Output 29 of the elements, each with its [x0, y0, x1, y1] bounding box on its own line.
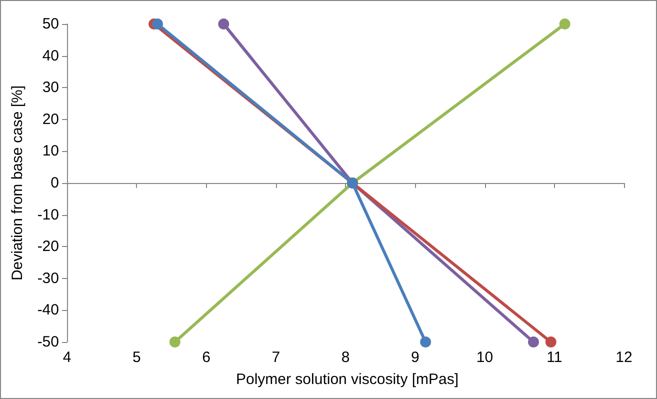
- y-tick-label: -30: [37, 270, 59, 287]
- y-tick-label: -20: [37, 238, 59, 256]
- point: [559, 18, 570, 30]
- x-tick-label: 7: [272, 349, 280, 366]
- point: [528, 336, 539, 348]
- y-tick-label: 0: [50, 174, 59, 192]
- y-tick-label: 20: [42, 110, 59, 128]
- point: [218, 18, 230, 30]
- y-tick-label: -50: [37, 334, 59, 350]
- x-tick-label: 8: [341, 349, 350, 366]
- x-tick-label: 10: [476, 349, 494, 366]
- point: [420, 336, 432, 348]
- y-tick-label: 30: [42, 79, 59, 96]
- y-tick-label: -10: [37, 206, 59, 224]
- point: [152, 18, 164, 30]
- y-tick-label: 50: [42, 16, 59, 32]
- y-axis-title: Deviation from base case [%]: [9, 85, 26, 281]
- x-tick-label: 11: [546, 349, 562, 366]
- point: [169, 336, 180, 348]
- x-tick-label: 9: [410, 349, 420, 366]
- x-tick-label: 5: [132, 349, 141, 366]
- point: [545, 336, 556, 348]
- x-tick-label: 4: [62, 349, 72, 366]
- x-axis-title: Polymer solution viscosity [mPas]: [236, 371, 459, 388]
- x-tick-label: 6: [202, 349, 210, 366]
- y-tick-label: -40: [37, 302, 59, 319]
- x-tick-label: 12: [616, 349, 632, 366]
- y-tick-label: 10: [42, 142, 59, 160]
- y-tick-label: 40: [42, 47, 59, 64]
